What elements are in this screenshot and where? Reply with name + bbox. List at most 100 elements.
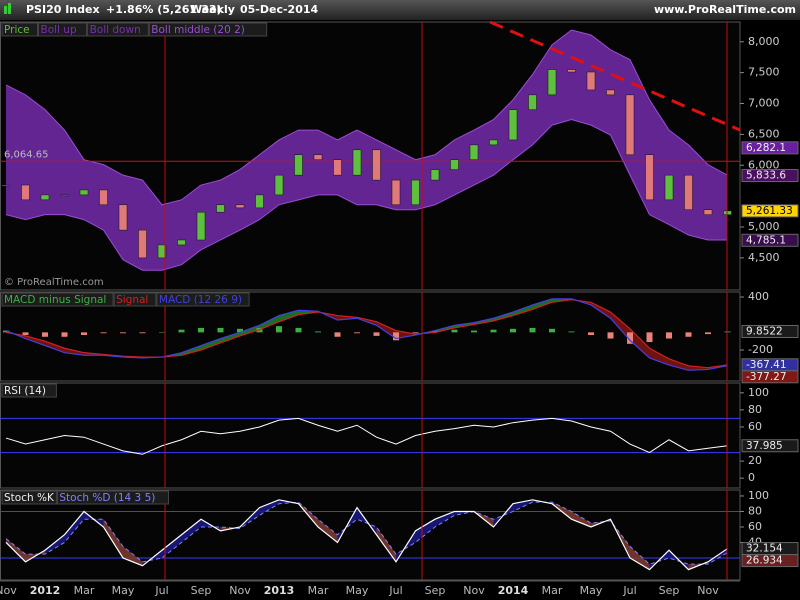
bollinger-line bbox=[5, 29, 728, 206]
copyright: © ProRealTime.com bbox=[4, 277, 104, 288]
x-tick-label: May bbox=[112, 584, 135, 597]
macd-fill bbox=[493, 312, 513, 321]
x-tick-label: Mar bbox=[542, 584, 563, 597]
candle bbox=[333, 159, 342, 176]
line bbox=[5, 501, 728, 565]
date: 05-Dec-2014 bbox=[240, 3, 319, 16]
stoch-fill bbox=[162, 534, 182, 558]
macd-fill bbox=[396, 330, 416, 339]
y-tick-label: 80 bbox=[748, 403, 762, 416]
y-tick-label: 6,000 bbox=[748, 158, 780, 171]
candle bbox=[430, 169, 440, 181]
legend-entry: Boll up bbox=[41, 24, 77, 36]
line bbox=[5, 499, 728, 571]
histogram-bar bbox=[295, 327, 302, 333]
legend-box bbox=[56, 490, 169, 505]
candle bbox=[606, 89, 615, 96]
stoch-fill bbox=[571, 511, 591, 527]
value-tag bbox=[741, 370, 799, 384]
x-tick-label: Mar bbox=[74, 584, 95, 597]
value-tag-label: 4,785.1 bbox=[746, 234, 786, 246]
histogram-bar bbox=[432, 330, 438, 333]
value-tag bbox=[741, 324, 799, 338]
y-tick-label: 4,500 bbox=[748, 251, 780, 264]
candle bbox=[294, 154, 303, 176]
value-tag-label: -367.41 bbox=[746, 359, 787, 371]
legend-entry: Stoch %K bbox=[4, 492, 55, 504]
y-tick-label: -200 bbox=[748, 343, 773, 356]
stoch-fill bbox=[435, 511, 455, 527]
histogram-bar bbox=[412, 332, 419, 334]
line bbox=[5, 417, 728, 455]
legend-entry: Stoch %D (14 3 5) bbox=[59, 492, 155, 504]
candle bbox=[391, 179, 401, 206]
y-tick-label: 80 bbox=[748, 504, 762, 517]
legend-box bbox=[1, 490, 57, 505]
macd-fill bbox=[630, 328, 650, 358]
macd-fill bbox=[45, 341, 65, 353]
x-tick-label: Sep bbox=[191, 584, 212, 597]
histogram-bar bbox=[646, 332, 653, 343]
histogram-bar bbox=[627, 332, 633, 344]
y-tick-label: 8,000 bbox=[748, 35, 780, 48]
macd-fill bbox=[220, 332, 240, 343]
candle bbox=[586, 71, 596, 91]
legend-box bbox=[38, 22, 88, 37]
candle bbox=[99, 189, 108, 206]
y-tick-label: 100 bbox=[748, 386, 769, 399]
histogram-bar bbox=[549, 328, 555, 333]
stoch-fill bbox=[630, 546, 650, 570]
candle bbox=[235, 204, 245, 209]
stoch-fill bbox=[123, 546, 143, 566]
y-tick-label: 7,500 bbox=[748, 66, 780, 79]
legend-box bbox=[156, 292, 250, 307]
candle bbox=[645, 154, 654, 201]
x-tick-label: May bbox=[580, 584, 603, 597]
histogram-bar bbox=[490, 329, 497, 333]
y-tick-label: 6,500 bbox=[748, 127, 780, 140]
histogram-bar bbox=[61, 332, 68, 337]
macd-fill bbox=[669, 358, 689, 371]
x-tick-label: 2013 bbox=[264, 584, 295, 597]
histogram-bar bbox=[607, 332, 614, 339]
x-tick-label: Jul bbox=[388, 584, 402, 597]
x-tick-label: 2012 bbox=[30, 584, 61, 597]
histogram-bar bbox=[100, 332, 107, 334]
histogram-bar bbox=[685, 332, 692, 337]
x-tick-label: May bbox=[346, 584, 369, 597]
macd-fill bbox=[201, 338, 221, 351]
value-tag bbox=[741, 439, 799, 453]
macd-fill bbox=[513, 304, 533, 316]
reference-label: 6,064.65 bbox=[4, 149, 49, 160]
candle bbox=[40, 194, 50, 201]
value-tag bbox=[741, 233, 799, 247]
macd-fill bbox=[610, 312, 630, 341]
legend-entry: MACD (12 26 9) bbox=[159, 294, 242, 306]
histogram-bar bbox=[22, 332, 29, 335]
value-tag-label: 37.985 bbox=[746, 440, 783, 452]
stoch-fill bbox=[259, 499, 279, 516]
histogram-bar bbox=[42, 332, 48, 337]
x-tick-label: Jul bbox=[154, 584, 168, 597]
y-tick-label: 60 bbox=[748, 420, 762, 433]
x-tick-label: Nov bbox=[0, 584, 17, 597]
candle bbox=[157, 244, 167, 259]
x-tick-label: Nov bbox=[229, 584, 251, 597]
histogram-bar bbox=[276, 326, 282, 333]
symbol: PSI20 Index bbox=[26, 3, 100, 16]
x-tick-label: Nov bbox=[463, 584, 485, 597]
x-tick-label: 2014 bbox=[498, 584, 529, 597]
value-tag-label: -377.27 bbox=[746, 371, 787, 383]
histogram-bar bbox=[373, 332, 380, 336]
value-tag-label: 9.8522 bbox=[746, 325, 783, 337]
macd-line bbox=[5, 299, 728, 369]
y-tick-label: 0 bbox=[748, 471, 755, 484]
histogram-bar bbox=[159, 332, 165, 333]
x-tick-label: Nov bbox=[697, 584, 719, 597]
histogram-bar bbox=[393, 332, 399, 341]
histogram-bar bbox=[568, 331, 575, 333]
stoch-fill bbox=[318, 519, 338, 543]
candle bbox=[216, 204, 225, 213]
candle bbox=[508, 109, 518, 141]
